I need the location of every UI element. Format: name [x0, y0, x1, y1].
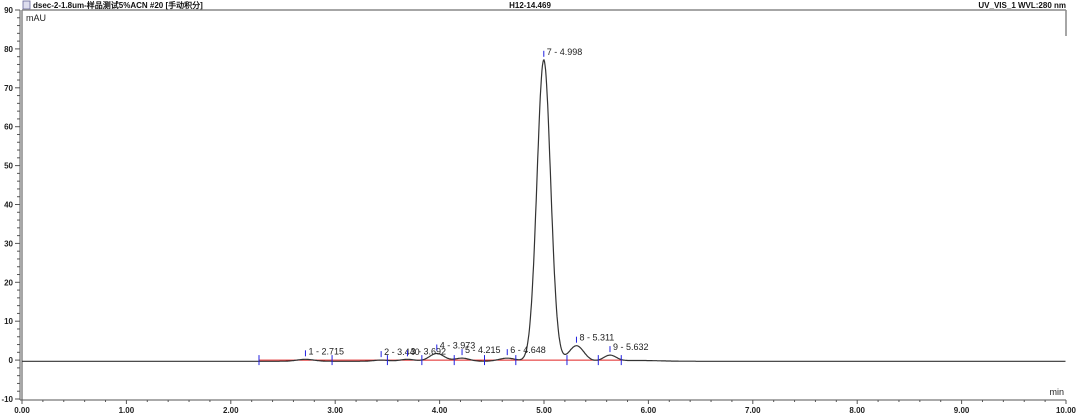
document-icon	[22, 0, 31, 10]
x-tick-label: 3.00	[327, 406, 343, 415]
y-tick-label: 20	[4, 278, 13, 287]
y-tick-label: 70	[4, 84, 13, 93]
peak-label: 7 - 4.998	[547, 47, 583, 57]
x-tick-label: 5.00	[536, 406, 552, 415]
x-tick-label: 4.00	[432, 406, 448, 415]
x-tick-label: 7.00	[745, 406, 761, 415]
x-tick-label: 8.00	[849, 406, 865, 415]
x-tick-label: 10.00	[1056, 406, 1077, 415]
y-tick-label: 0	[9, 356, 14, 365]
y-tick-label: 80	[4, 45, 13, 54]
y-tick-label: 40	[4, 201, 13, 210]
y-axis-label: mAU	[26, 13, 46, 23]
x-tick-label: 0.00	[14, 406, 30, 415]
detector-label: UV_VIS_1 WVL:280 nm	[978, 1, 1066, 10]
peak-label: 9 - 5.632	[613, 342, 649, 352]
chart-title: dsec-2-1.8um-样品测试5%ACN #20 [手动积分]	[33, 0, 203, 10]
peak-label: 5 - 4.215	[465, 345, 501, 355]
peak-label: 8 - 5.311	[579, 333, 614, 343]
peak-label: 4 - 3.973	[440, 340, 476, 350]
y-tick-label: 50	[4, 162, 13, 171]
peak-label: 3 - 3.692	[410, 346, 446, 356]
x-tick-label: 2.00	[223, 406, 239, 415]
header: dsec-2-1.8um-样品测试5%ACN #20 [手动积分] H12-14…	[22, 0, 1066, 10]
x-tick-label: 1.00	[119, 406, 135, 415]
peak-label: 1 - 2.715	[308, 346, 344, 356]
x-axis-label: min	[1049, 387, 1064, 397]
y-tick-label: 10	[4, 317, 13, 326]
peak-label: 2 - 3.440	[384, 347, 420, 357]
x-tick-label: 9.00	[954, 406, 970, 415]
sample-id: H12-14.469	[509, 1, 551, 10]
y-tick-label: -10	[1, 395, 13, 404]
y-tick-label: 90	[4, 6, 13, 15]
y-tick-label: 30	[4, 239, 13, 248]
chromatogram-trace	[22, 59, 1066, 362]
y-tick-label: 60	[4, 123, 13, 132]
x-tick-label: 6.00	[641, 406, 657, 415]
peak-label: 6 - 4.648	[510, 345, 546, 355]
